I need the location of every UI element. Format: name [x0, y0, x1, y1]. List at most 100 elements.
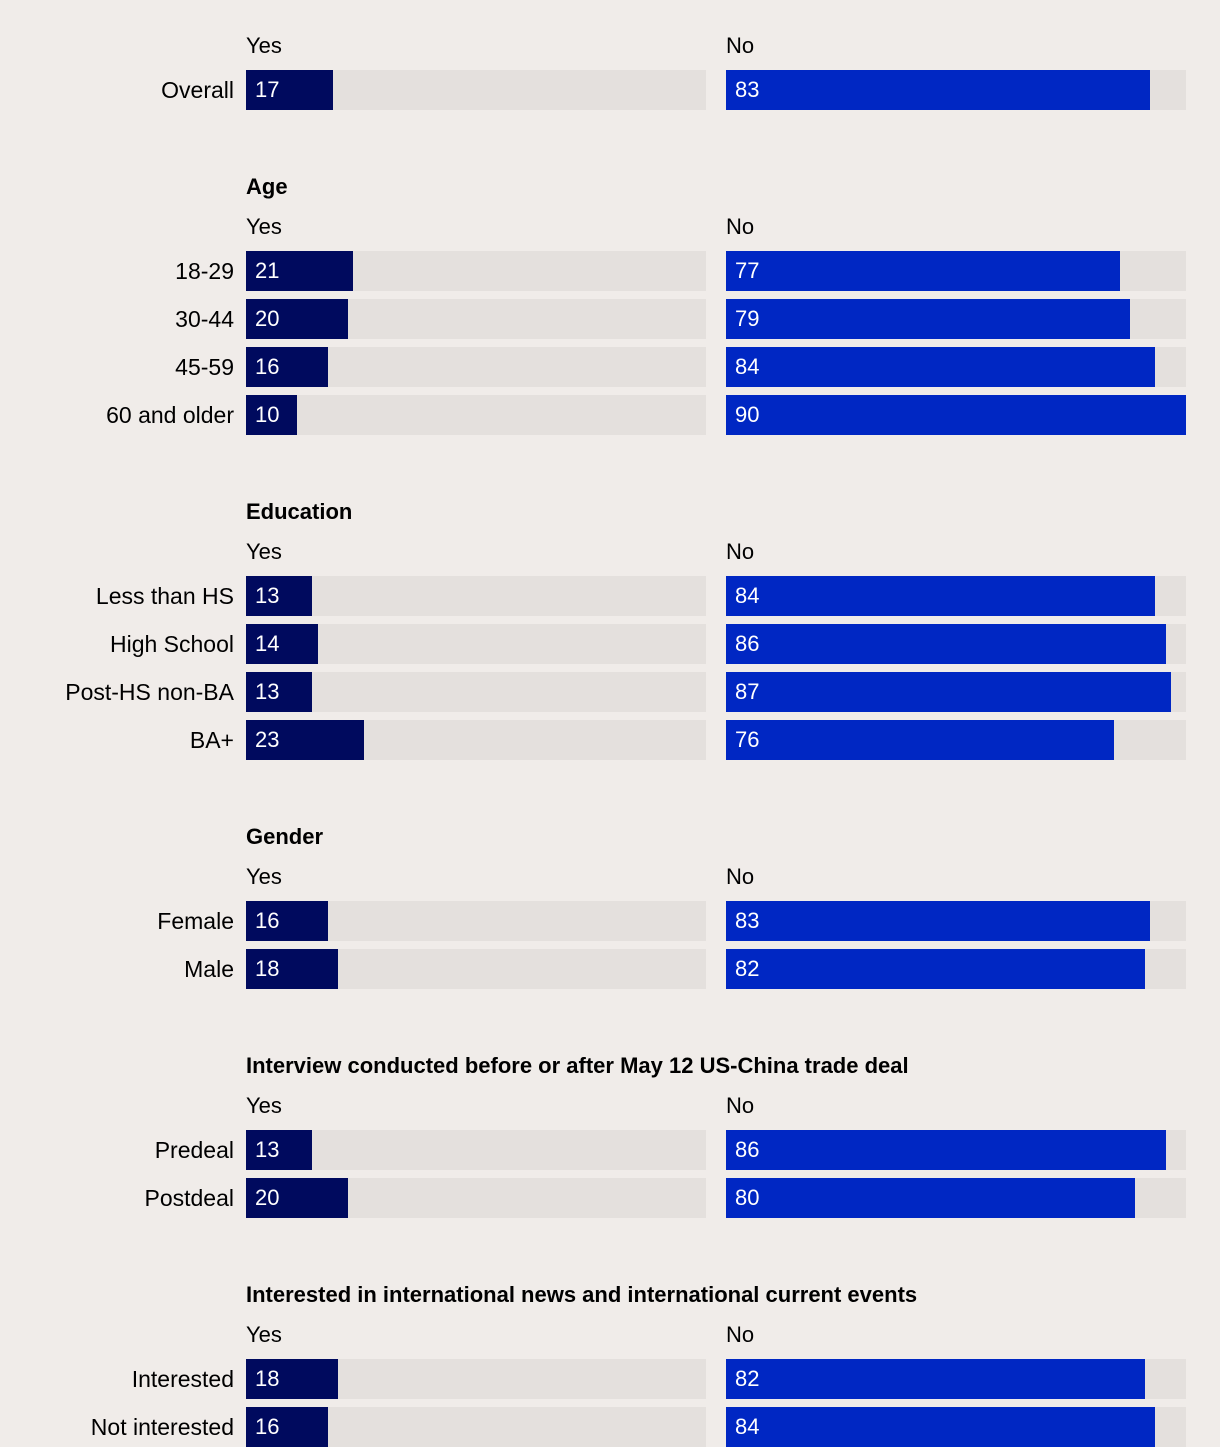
no-column-label: No — [726, 539, 755, 564]
yes-bar — [246, 1359, 338, 1399]
yes-value-label: 13 — [255, 679, 280, 704]
yes-bar-track: 21 — [246, 251, 706, 291]
yes-value-label: 18 — [255, 956, 280, 981]
no-bar — [726, 1130, 1166, 1170]
row-label: Not interested — [90, 1414, 234, 1440]
no-column-label: No — [726, 864, 755, 889]
row-label: Postdeal — [144, 1185, 234, 1211]
yes-bar-track: 16 — [246, 347, 706, 387]
no-value-label: 86 — [735, 631, 760, 656]
yes-bar-track: 20 — [246, 299, 706, 339]
yes-value-label: 23 — [255, 727, 280, 752]
no-bar-track: 84 — [726, 347, 1186, 387]
yes-column-label: Yes — [246, 214, 282, 239]
row-label: High School — [109, 631, 234, 657]
row-label: 30-44 — [175, 306, 234, 332]
yes-value-label: 16 — [255, 1414, 280, 1439]
yes-column-label: Yes — [246, 539, 282, 564]
yes-bar — [246, 1130, 313, 1170]
yes-column-label: Yes — [246, 1322, 282, 1347]
yes-bar-track: 23 — [246, 720, 706, 760]
yes-value-label: 18 — [255, 1366, 280, 1391]
no-bar — [726, 576, 1156, 616]
row-label: Male — [184, 956, 234, 982]
no-value-label: 76 — [735, 727, 760, 752]
yes-bar — [246, 901, 328, 941]
no-bar — [726, 901, 1151, 941]
no-column-label: No — [726, 214, 755, 239]
yes-bar-track: 10 — [246, 395, 706, 435]
group-heading: Education — [246, 499, 353, 524]
no-bar-track: 82 — [726, 1359, 1186, 1399]
row-label: 45-59 — [175, 354, 234, 380]
no-bar-track: 90 — [726, 395, 1186, 435]
row-label: Predeal — [154, 1137, 234, 1163]
row-label: Overall — [161, 77, 234, 103]
no-value-label: 87 — [735, 679, 760, 704]
yes-value-label: 20 — [255, 306, 280, 331]
no-value-label: 90 — [735, 402, 760, 427]
group-heading: Interested in international news and int… — [246, 1282, 918, 1307]
yes-bar — [246, 1178, 349, 1218]
row-label: Less than HS — [95, 583, 234, 609]
no-bar-track: 76 — [726, 720, 1186, 760]
row-label: BA+ — [189, 727, 234, 753]
yes-bar — [246, 299, 349, 339]
yes-column-label: Yes — [246, 864, 282, 889]
no-value-label: 84 — [735, 1414, 760, 1439]
no-column-label: No — [726, 1093, 755, 1118]
yes-value-label: 16 — [255, 354, 280, 379]
yes-value-label: 13 — [255, 583, 280, 608]
no-bar-track: 77 — [726, 251, 1186, 291]
yes-value-label: 14 — [255, 631, 280, 656]
yes-value-label: 20 — [255, 1185, 280, 1210]
yes-value-label: 16 — [255, 908, 280, 933]
yes-bar — [246, 624, 318, 664]
yes-bar — [246, 949, 338, 989]
no-value-label: 82 — [735, 1366, 760, 1391]
no-bar-track: 79 — [726, 299, 1186, 339]
yes-bar-track: 13 — [246, 576, 706, 616]
row-label: Female — [157, 908, 234, 934]
no-bar-track: 80 — [726, 1178, 1186, 1218]
yes-bar — [246, 70, 333, 110]
no-bar — [726, 672, 1171, 712]
yes-bar — [246, 720, 364, 760]
row-label: Interested — [131, 1366, 234, 1392]
no-bar — [726, 624, 1166, 664]
no-bar-track: 84 — [726, 576, 1186, 616]
no-value-label: 83 — [735, 908, 760, 933]
no-column-label: No — [726, 33, 755, 58]
no-value-label: 86 — [735, 1137, 760, 1162]
yes-bar-track: 20 — [246, 1178, 706, 1218]
yes-column-label: Yes — [246, 1093, 282, 1118]
group-heading: Gender — [246, 824, 324, 849]
yes-bar-track: 14 — [246, 624, 706, 664]
yes-bar — [246, 672, 313, 712]
no-bar — [726, 395, 1186, 435]
yes-bar — [246, 251, 354, 291]
no-bar-track: 83 — [726, 70, 1186, 110]
no-bar — [726, 1178, 1135, 1218]
yes-bar-track: 18 — [246, 1359, 706, 1399]
no-bar-track: 86 — [726, 624, 1186, 664]
no-value-label: 80 — [735, 1185, 760, 1210]
yes-value-label: 13 — [255, 1137, 280, 1162]
row-label: 60 and older — [106, 402, 234, 428]
no-bar-track: 86 — [726, 1130, 1186, 1170]
yes-bar-track: 16 — [246, 901, 706, 941]
no-bar — [726, 299, 1130, 339]
no-bar-track: 84 — [726, 1407, 1186, 1447]
no-value-label: 84 — [735, 583, 760, 608]
no-bar — [726, 70, 1151, 110]
no-value-label: 79 — [735, 306, 760, 331]
no-bar-track: 83 — [726, 901, 1186, 941]
no-bar — [726, 720, 1115, 760]
yes-bar — [246, 395, 298, 435]
yes-bar-track: 13 — [246, 1130, 706, 1170]
yes-value-label: 17 — [255, 77, 280, 102]
no-bar — [726, 949, 1146, 989]
no-value-label: 84 — [735, 354, 760, 379]
group-heading: Interview conducted before or after May … — [246, 1053, 909, 1078]
yes-bar-track: 18 — [246, 949, 706, 989]
